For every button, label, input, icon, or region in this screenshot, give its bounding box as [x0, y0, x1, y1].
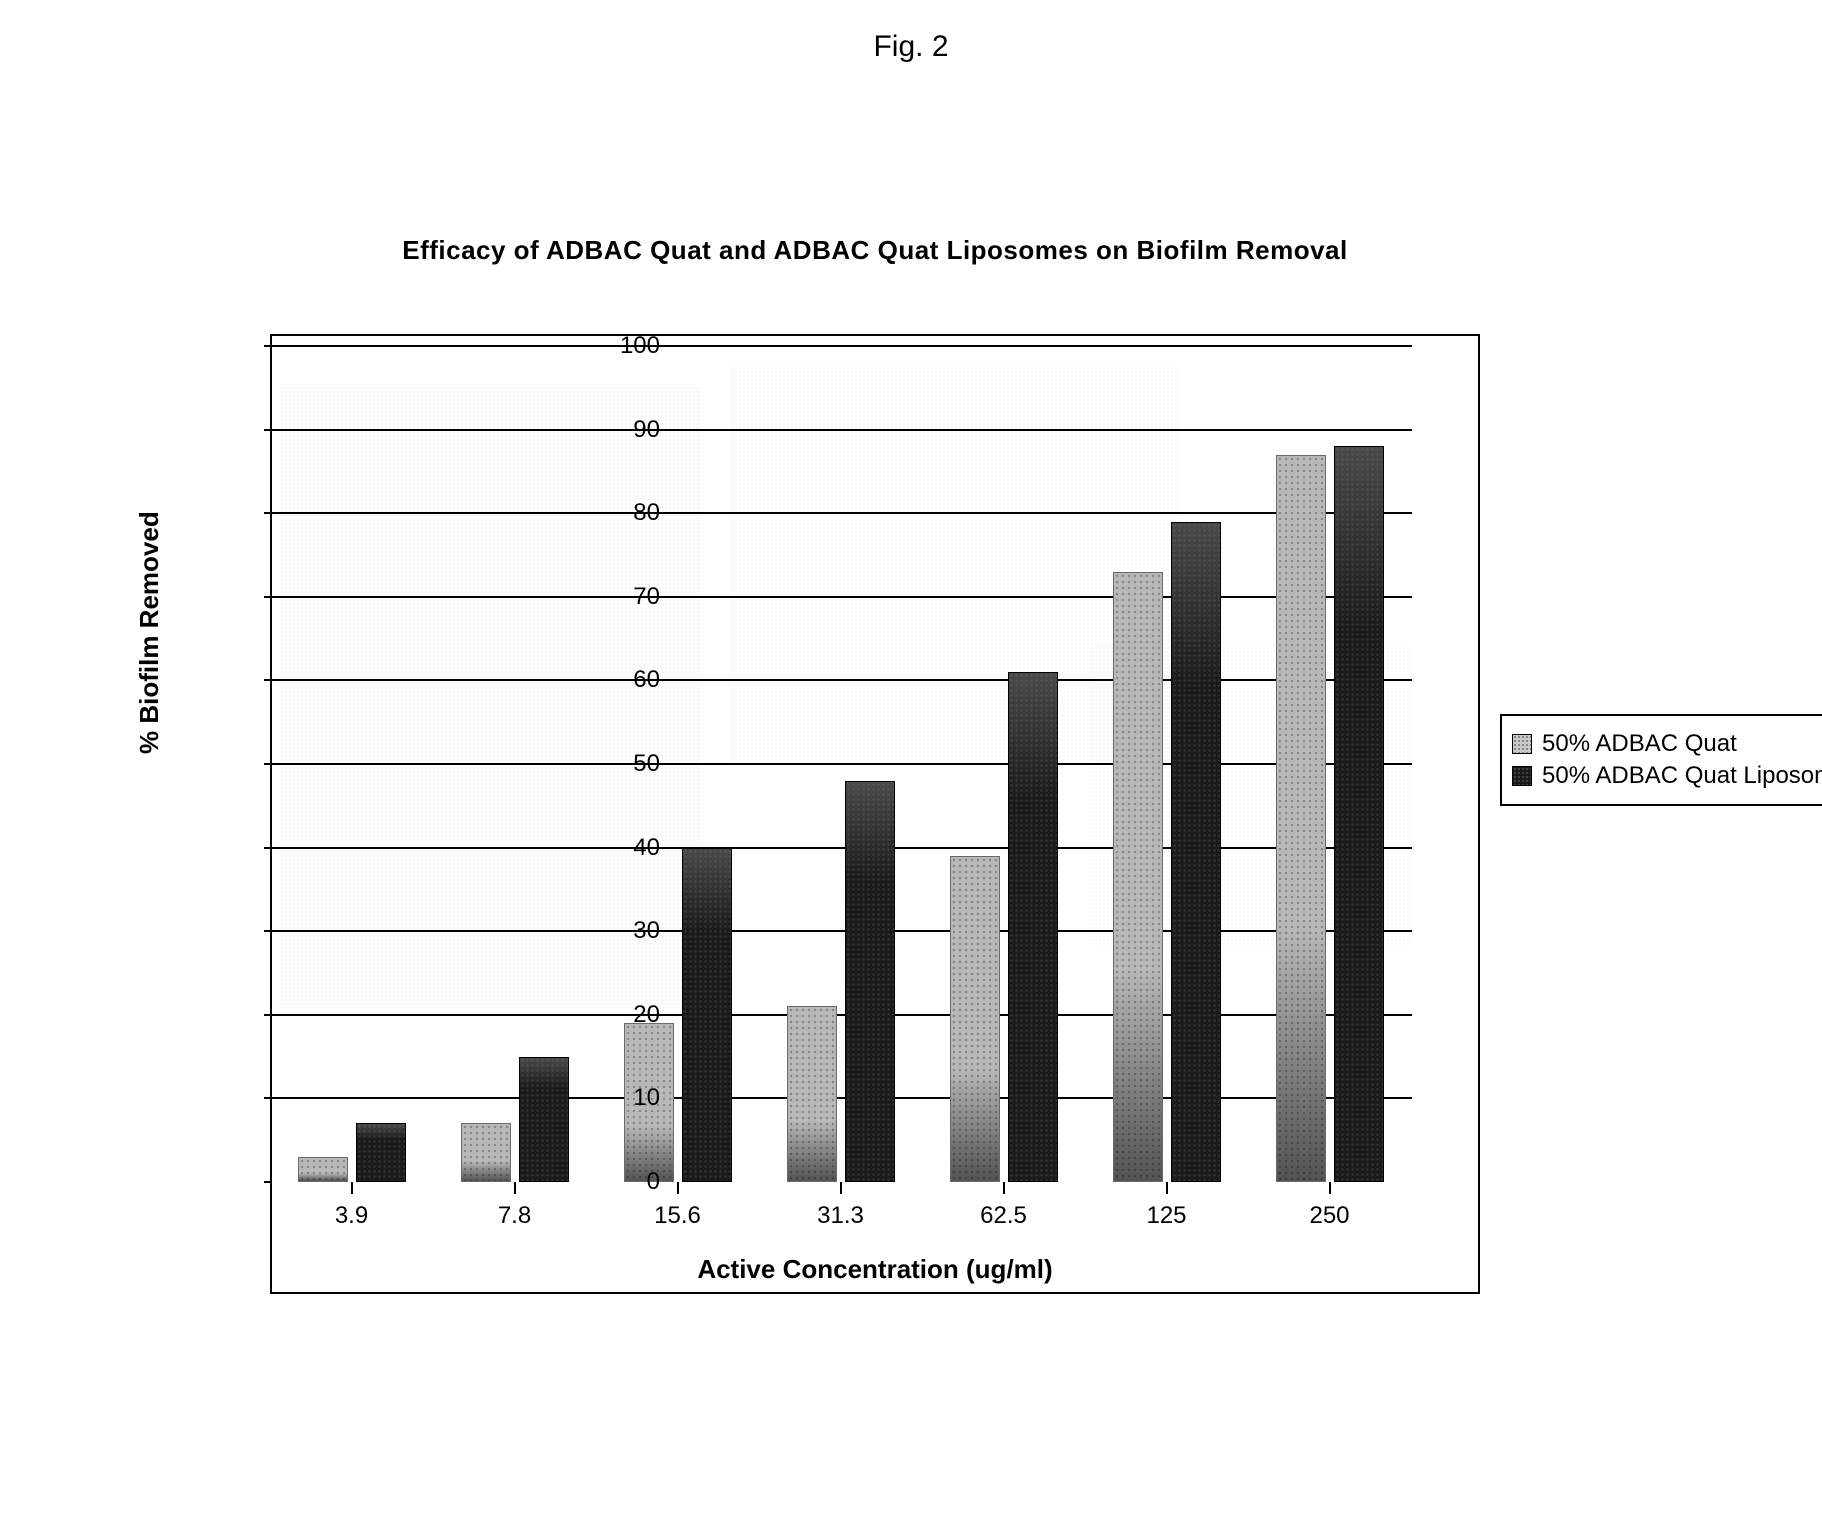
- bar: [787, 1006, 837, 1182]
- x-tick-mark: [514, 1182, 516, 1194]
- bar: [298, 1157, 348, 1182]
- gridline: [270, 679, 1412, 681]
- x-tick-label: 250: [1280, 1202, 1380, 1230]
- bar: [461, 1123, 511, 1182]
- y-axis-label: % Biofilm Removed: [134, 511, 165, 754]
- figure-label: Fig. 2: [0, 30, 1822, 64]
- x-tick-mark: [1166, 1182, 1168, 1194]
- x-tick-label: 125: [1117, 1202, 1217, 1230]
- y-tick-label: 90: [600, 416, 660, 444]
- gridline: [270, 763, 1412, 765]
- bar: [1334, 446, 1384, 1182]
- bar: [682, 848, 732, 1182]
- y-tick-label: 40: [600, 834, 660, 862]
- y-tick-mark: [264, 1014, 270, 1016]
- x-tick-label: 31.3: [791, 1202, 891, 1230]
- x-tick-mark: [1003, 1182, 1005, 1194]
- bar: [845, 781, 895, 1182]
- y-tick-mark: [264, 763, 270, 765]
- bar: [1008, 672, 1058, 1182]
- bar: [1276, 455, 1326, 1182]
- x-tick-mark: [840, 1182, 842, 1194]
- y-tick-mark: [264, 512, 270, 514]
- page: Fig. 2 Efficacy of ADBAC Quat and ADBAC …: [0, 0, 1822, 1538]
- chart-title: Efficacy of ADBAC Quat and ADBAC Quat Li…: [270, 235, 1480, 266]
- y-tick-mark: [264, 679, 270, 681]
- y-tick-mark: [264, 930, 270, 932]
- chart-container: % Biofilm Removed Active Concentration (…: [194, 334, 1806, 1384]
- y-tick-label: 70: [600, 583, 660, 611]
- gridline: [270, 512, 1412, 514]
- bar: [1171, 522, 1221, 1182]
- x-tick-label: 7.8: [465, 1202, 565, 1230]
- legend-label: 50% ADBAC Quat Liposomes: [1542, 762, 1822, 790]
- y-tick-label: 20: [600, 1001, 660, 1029]
- y-tick-label: 50: [600, 750, 660, 778]
- y-tick-mark: [264, 847, 270, 849]
- bar: [1113, 572, 1163, 1182]
- x-tick-label: 62.5: [954, 1202, 1054, 1230]
- x-tick-label: 3.9: [302, 1202, 402, 1230]
- y-tick-label: 10: [600, 1084, 660, 1112]
- y-tick-mark: [264, 1097, 270, 1099]
- gridline: [270, 930, 1412, 932]
- y-tick-label: 60: [600, 666, 660, 694]
- x-tick-mark: [351, 1182, 353, 1194]
- gridline: [270, 847, 1412, 849]
- x-tick-mark: [677, 1182, 679, 1194]
- gridline: [270, 345, 1412, 347]
- x-tick-mark: [1329, 1182, 1331, 1194]
- gridline: [270, 596, 1412, 598]
- legend: 50% ADBAC Quat 50% ADBAC Quat Liposomes: [1500, 714, 1822, 806]
- legend-item: 50% ADBAC Quat Liposomes: [1512, 762, 1822, 790]
- x-axis-label: Active Concentration (ug/ml): [270, 1254, 1480, 1285]
- gridline: [270, 429, 1412, 431]
- legend-item: 50% ADBAC Quat: [1512, 730, 1822, 758]
- bar: [950, 856, 1000, 1182]
- y-tick-mark: [264, 1181, 270, 1183]
- bar: [356, 1123, 406, 1182]
- bg-noise: [280, 386, 700, 1006]
- plot-area: [270, 346, 1412, 1182]
- y-tick-label: 30: [600, 917, 660, 945]
- y-tick-label: 0: [600, 1168, 660, 1196]
- y-tick-mark: [264, 345, 270, 347]
- legend-label: 50% ADBAC Quat: [1542, 730, 1737, 758]
- gridline: [270, 1097, 1412, 1099]
- gridline: [270, 1014, 1412, 1016]
- y-tick-mark: [264, 596, 270, 598]
- bar: [519, 1057, 569, 1182]
- x-tick-label: 15.6: [628, 1202, 728, 1230]
- legend-swatch-icon: [1512, 766, 1532, 786]
- legend-swatch-icon: [1512, 734, 1532, 754]
- y-tick-mark: [264, 429, 270, 431]
- y-tick-label: 80: [600, 499, 660, 527]
- y-tick-label: 100: [600, 332, 660, 360]
